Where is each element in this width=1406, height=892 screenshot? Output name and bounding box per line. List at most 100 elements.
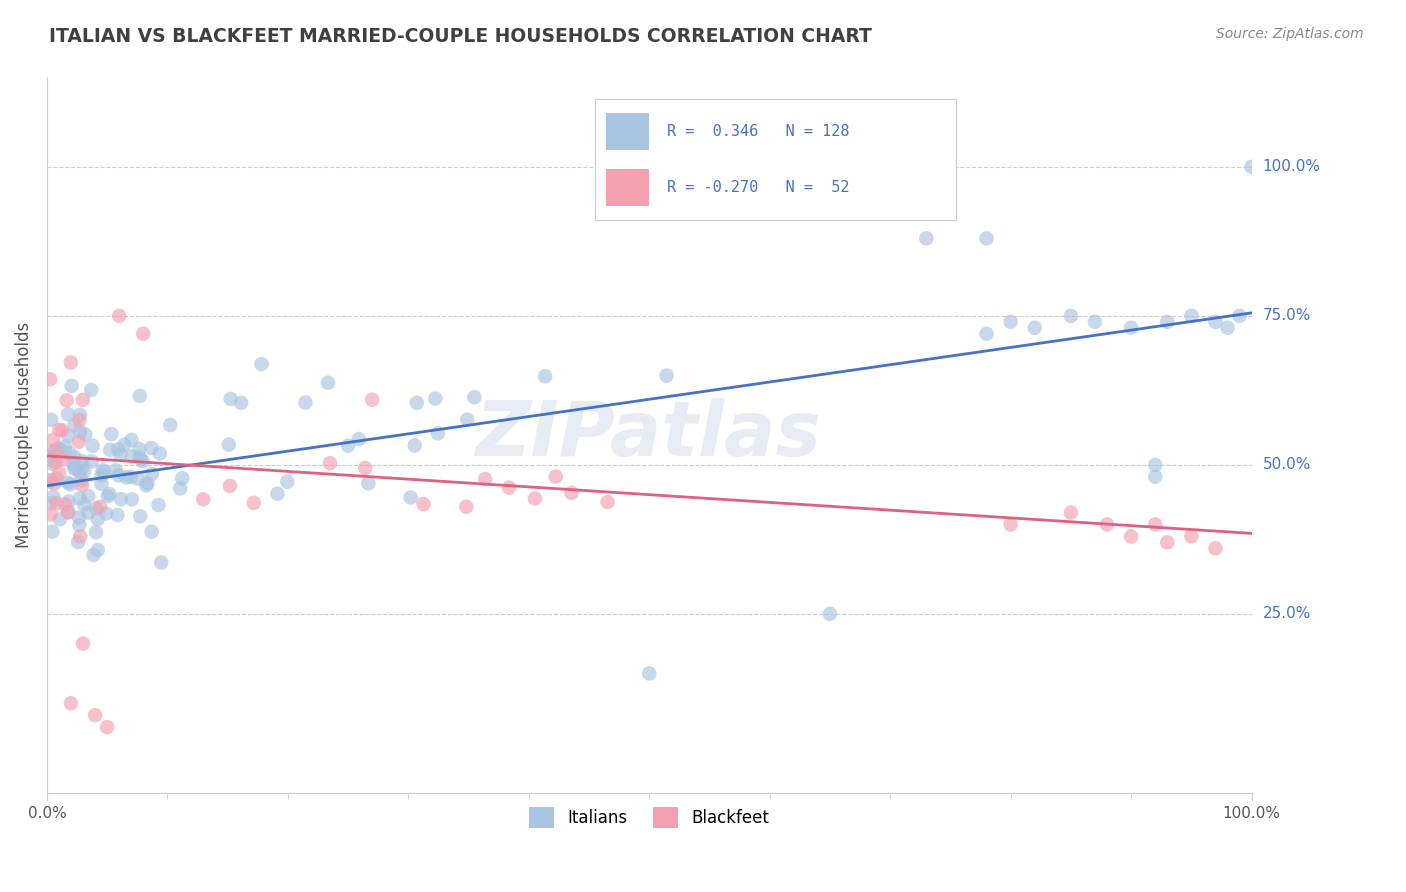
Text: 50.0%: 50.0% <box>1263 458 1310 473</box>
Point <box>44 455 66 469</box>
Point <box>405 396 427 410</box>
Point <box>1000 315 1022 329</box>
Point <box>463 390 485 404</box>
Point <box>1156 535 1178 549</box>
Point <box>474 472 496 486</box>
Point <box>1144 469 1167 483</box>
Text: 25.0%: 25.0% <box>1263 607 1310 622</box>
Point <box>63 418 86 433</box>
Point <box>69 425 91 439</box>
Point <box>120 470 142 484</box>
Point <box>63 461 86 475</box>
Point <box>108 309 131 323</box>
Point <box>69 491 91 506</box>
Point <box>534 369 557 384</box>
Point <box>87 512 110 526</box>
Point <box>172 471 194 485</box>
Point <box>219 392 242 406</box>
Point <box>354 461 377 475</box>
Point <box>1144 458 1167 472</box>
Point <box>58 505 80 519</box>
Point <box>818 607 841 621</box>
Point <box>65 461 87 475</box>
Point <box>77 489 100 503</box>
Point <box>121 450 143 464</box>
Point <box>316 376 339 390</box>
Point <box>46 442 69 456</box>
Point <box>115 470 138 484</box>
Point <box>84 525 107 540</box>
Point <box>128 389 150 403</box>
Point <box>69 413 91 427</box>
Point <box>53 440 76 454</box>
Point <box>357 476 380 491</box>
Point <box>89 500 111 514</box>
Point <box>498 481 520 495</box>
Text: 75.0%: 75.0% <box>1263 309 1310 323</box>
Text: Source: ZipAtlas.com: Source: ZipAtlas.com <box>1216 27 1364 41</box>
Point <box>59 446 82 460</box>
Point <box>39 475 62 489</box>
Point <box>219 479 242 493</box>
Point <box>337 439 360 453</box>
Point <box>110 448 132 462</box>
Point <box>98 487 121 501</box>
Point <box>91 463 114 477</box>
Point <box>104 463 127 477</box>
Point <box>70 473 93 487</box>
Point <box>294 395 316 409</box>
Point <box>48 466 70 480</box>
Point <box>1119 320 1142 334</box>
Point <box>127 471 149 485</box>
Point <box>135 478 157 492</box>
Point <box>52 452 75 467</box>
Point <box>59 355 82 369</box>
Legend: Italians, Blackfeet: Italians, Blackfeet <box>523 801 776 834</box>
Point <box>59 477 82 491</box>
Point <box>44 476 66 491</box>
Point <box>976 326 998 341</box>
Point <box>250 357 273 371</box>
Point <box>42 490 65 504</box>
Point <box>132 454 155 468</box>
Point <box>70 460 93 475</box>
Point <box>1095 517 1118 532</box>
Point <box>58 428 80 442</box>
Point <box>42 433 65 447</box>
Point <box>56 407 79 421</box>
Point <box>266 486 288 500</box>
Point <box>319 456 342 470</box>
Point <box>1144 517 1167 532</box>
Point <box>45 471 67 485</box>
Point <box>523 491 546 506</box>
Point <box>94 507 117 521</box>
Point <box>67 535 90 549</box>
Point <box>218 437 240 451</box>
Point <box>87 543 110 558</box>
Point <box>77 506 100 520</box>
Point <box>1180 309 1202 323</box>
Point <box>39 372 62 386</box>
Point <box>49 512 72 526</box>
Point <box>41 524 63 539</box>
Point <box>132 326 155 341</box>
Point <box>141 467 163 481</box>
Text: ZIPatlas: ZIPatlas <box>477 398 823 472</box>
Point <box>53 498 76 512</box>
Point <box>1060 309 1083 323</box>
Point <box>107 442 129 457</box>
Point <box>72 637 94 651</box>
Y-axis label: Married-couple Households: Married-couple Households <box>15 322 32 549</box>
Point <box>39 413 62 427</box>
Point <box>70 478 93 492</box>
Point <box>150 556 173 570</box>
Point <box>51 423 73 437</box>
Point <box>141 441 163 455</box>
Point <box>70 454 93 468</box>
Point <box>347 432 370 446</box>
Point <box>69 408 91 422</box>
Point <box>191 492 214 507</box>
Point <box>1119 529 1142 543</box>
Point <box>112 438 135 452</box>
Point <box>243 496 266 510</box>
